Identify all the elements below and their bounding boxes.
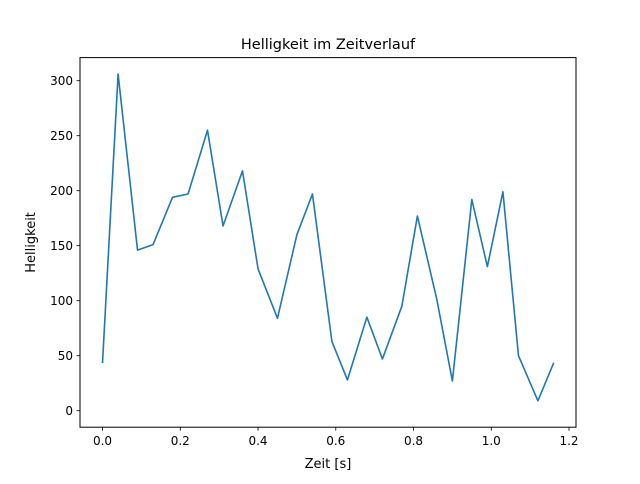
series-line-0 [101,73,555,402]
x-tick-label: 0.4 [248,434,267,448]
axes-frame [79,57,577,428]
y-tick-label: 200 [50,184,73,198]
y-tick-label: 250 [50,129,73,143]
x-axis-ticks: 0.0 0.2 0.4 0.6 0.8 1.0 1.2 [93,427,579,448]
x-tick-label: 0.2 [171,434,190,448]
x-tick-label: 0.8 [404,434,423,448]
x-tick-label: 1.2 [559,434,578,448]
chart-title: Helligkeit im Zeitverlauf [241,37,416,53]
y-tick-label: 0 [65,404,73,418]
series-layer [101,73,555,402]
y-tick-label: 150 [50,239,73,253]
y-tick-label: 100 [50,294,73,308]
x-axis-label: Zeit [s] [305,457,352,472]
y-tick-label: 50 [58,349,73,363]
y-axis-ticks: 0 50 100 150 200 250 300 [50,74,80,418]
x-tick-label: 1.0 [482,434,501,448]
y-tick-label: 300 [50,74,73,88]
y-axis-label: Helligkeit [24,212,39,273]
x-tick-label: 0.6 [326,434,345,448]
x-tick-label: 0.0 [93,434,112,448]
